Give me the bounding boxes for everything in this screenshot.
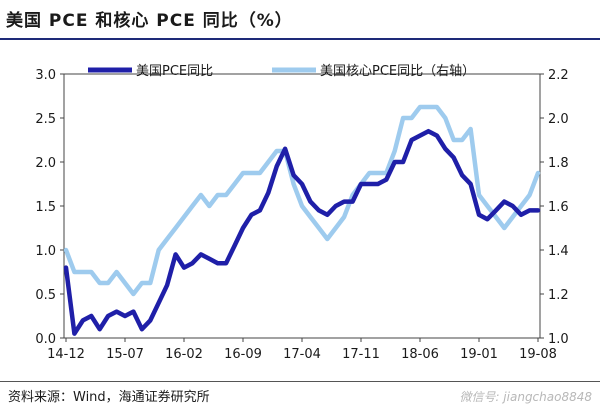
- left-tick-label: 1.0: [35, 244, 56, 259]
- left-tick-label: 2.0: [35, 156, 56, 171]
- x-tick-label: 17-04: [283, 347, 321, 362]
- legend-item-pce-label: 美国PCE同比: [136, 64, 213, 79]
- x-tick-label: 18-06: [401, 347, 439, 362]
- right-tick-label: 1.8: [548, 156, 569, 171]
- x-tick-label: 19-08: [519, 347, 557, 362]
- chart-title: 美国 PCE 和核心 PCE 同比（%）: [6, 11, 293, 31]
- right-tick-label: 1.6: [548, 200, 569, 215]
- x-axis-ticks: 14-12 15-07 16-02 16-09 17-04 17-11 18-06 19-01…: [47, 338, 557, 362]
- right-tick-label: 2.2: [548, 68, 569, 83]
- footer-divider: [0, 381, 600, 382]
- right-tick-label: 1.0: [548, 332, 569, 347]
- title-divider: [0, 38, 600, 40]
- right-tick-label: 1.2: [548, 288, 569, 303]
- x-tick-label: 16-02: [165, 347, 203, 362]
- series-line-core-pce: [63, 104, 541, 297]
- left-tick-label: 2.5: [35, 112, 56, 127]
- legend-item-core-pce-label: 美国核心PCE同比（右轴）: [320, 64, 475, 79]
- source-note: 资料来源：Wind，海通证券研究所: [8, 390, 210, 405]
- right-tick-label: 2.0: [548, 112, 569, 127]
- x-tick-label: 17-11: [342, 347, 380, 362]
- watermark: 微信号: jiangchao8848: [459, 390, 592, 404]
- pce-line-chart: 0.0 0.5 1.0 1.5 2.0 2.5 3.0 1.0 1.2 1.4 1.6 1.8 2.0…: [35, 64, 569, 362]
- left-axis-ticks: 0.0 0.5 1.0 1.5 2.0 2.5 3.0: [35, 68, 64, 347]
- legend: 美国PCE同比 美国核心PCE同比（右轴）: [88, 64, 475, 79]
- x-tick-label: 14-12: [47, 347, 85, 362]
- x-tick-label: 16-09: [224, 347, 262, 362]
- series-layer: [63, 104, 541, 336]
- right-axis-ticks: 1.0 1.2 1.4 1.6 1.8 2.0 2.2: [540, 68, 569, 347]
- left-tick-label: 3.0: [35, 68, 56, 83]
- x-tick-label: 19-01: [460, 347, 498, 362]
- series-line-pce: [63, 128, 541, 336]
- left-tick-label: 0.0: [35, 332, 56, 347]
- x-tick-label: 15-07: [106, 347, 144, 362]
- left-tick-label: 0.5: [35, 288, 56, 303]
- right-tick-label: 1.4: [548, 244, 569, 259]
- left-tick-label: 1.5: [35, 200, 56, 215]
